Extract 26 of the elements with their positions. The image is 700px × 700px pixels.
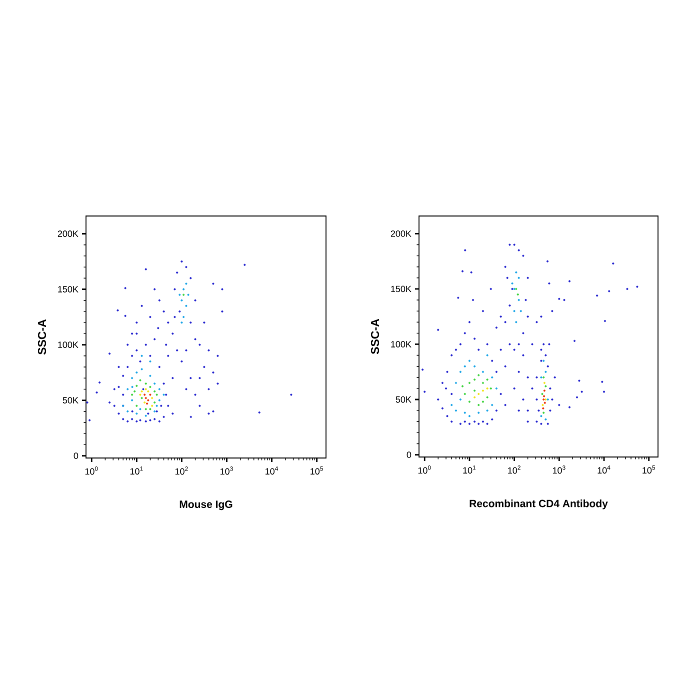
x-tick-label: 10$^{3}$ xyxy=(552,466,566,474)
y-tick-label: 150K xyxy=(58,286,78,292)
y-tick-label: 50K xyxy=(62,397,78,404)
x-tick-label: 10$^{1}$ xyxy=(463,466,476,474)
y-tick-label: 150K xyxy=(391,286,412,292)
x-axis-title: Recombinant CD4 Antibody xyxy=(470,500,608,510)
y-axis-title: SSC-A xyxy=(38,319,46,355)
y-tick-label: 100K xyxy=(391,341,412,348)
y-tick-label: 0 xyxy=(406,452,412,458)
x-tick-label: 10$^{5}$ xyxy=(310,466,323,475)
x-tick-label: 10$^{2}$ xyxy=(508,466,520,474)
x-tick-label: 10$^{4}$ xyxy=(266,466,278,475)
x-tick-label: 10$^{4}$ xyxy=(598,466,610,474)
y-tick-label: 0 xyxy=(74,452,78,459)
y-tick-label: 100K xyxy=(58,342,78,348)
y-tick-label: 50K xyxy=(396,396,412,403)
x-tick-label: 10$^{3}$ xyxy=(220,466,233,475)
x-tick-label: 10$^{2}$ xyxy=(175,466,188,475)
y-axis-title: SSC-A xyxy=(370,318,380,354)
x-tick-label: 10$^{1}$ xyxy=(130,466,143,475)
x-tick-label: 10$^{5}$ xyxy=(642,466,656,474)
x-tick-label: 10$^{0}$ xyxy=(85,466,98,475)
y-tick-label: 200K xyxy=(58,230,78,237)
x-axis-title: Mouse IgG xyxy=(180,500,232,510)
y-tick-label: 200K xyxy=(390,230,412,237)
x-tick-label: 10$^{0}$ xyxy=(418,466,431,474)
